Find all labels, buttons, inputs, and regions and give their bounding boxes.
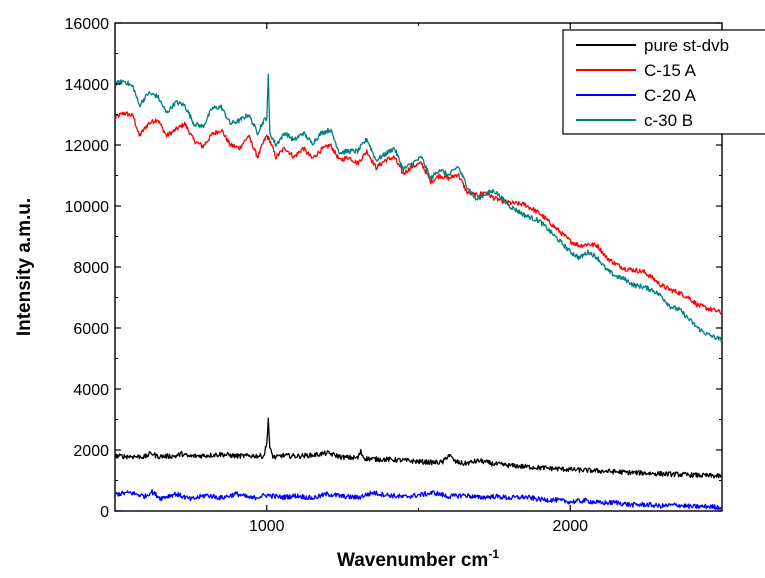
- series-line-2: [114, 489, 723, 511]
- legend: pure st-dvb C-15 A C-20 A c-30 B: [562, 29, 765, 135]
- y-tick-label: 10000: [65, 199, 110, 216]
- y-tick-label: 4000: [73, 382, 109, 399]
- legend-label: pure st-dvb: [644, 36, 729, 55]
- y-tick-label: 0: [100, 504, 109, 521]
- y-tick-label: 14000: [65, 77, 110, 94]
- x-tick-label: 1000: [249, 518, 285, 535]
- x-axis-title-superscript: -1: [488, 547, 499, 561]
- y-axis: 0 2000 4000 6000 8000 10000 12000 14000 16000: [65, 16, 722, 521]
- y-axis-title: Intensity a.m.u.: [14, 198, 35, 336]
- x-axis: 1000 2000: [114, 23, 723, 535]
- series-line-3: [114, 73, 723, 343]
- y-tick-label: 16000: [65, 16, 110, 33]
- x-axis-title-text: Wavenumber cm: [337, 550, 488, 571]
- y-tick-label: 2000: [73, 443, 109, 460]
- legend-label: C-20 A: [644, 86, 697, 105]
- series-line-0: [114, 417, 723, 479]
- series-line-1: [114, 111, 723, 315]
- y-tick-label: 6000: [73, 321, 109, 338]
- legend-label: c-30 B: [644, 111, 693, 130]
- legend-box: [562, 29, 765, 135]
- x-tick-label: 2000: [552, 518, 588, 535]
- y-tick-label: 12000: [65, 138, 110, 155]
- legend-label: C-15 A: [644, 61, 697, 80]
- plot-area: [114, 73, 723, 511]
- x-axis-title: Wavenumber cm-1: [337, 547, 499, 571]
- y-tick-label: 8000: [73, 260, 109, 277]
